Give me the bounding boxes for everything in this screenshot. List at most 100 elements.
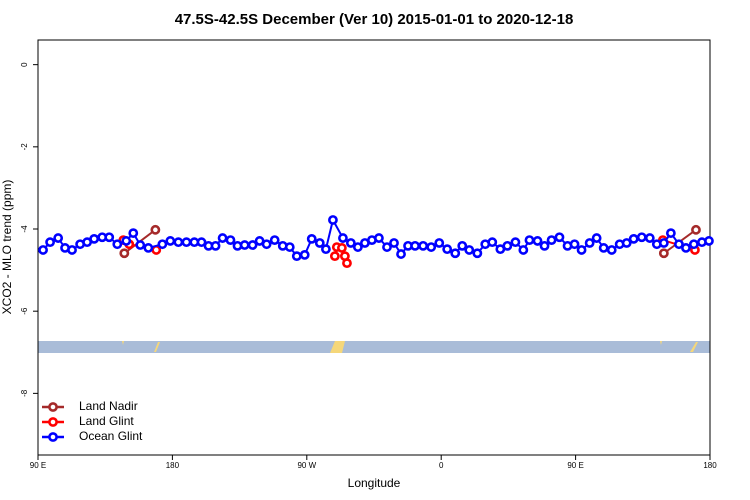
data-point	[442, 244, 453, 255]
data-point	[247, 240, 258, 250]
data-point	[382, 242, 392, 252]
data-point	[225, 235, 236, 246]
data-point	[165, 236, 176, 246]
data-point	[135, 240, 146, 250]
data-point	[688, 239, 699, 250]
x-tick-label: 90 W	[297, 461, 316, 470]
data-point	[336, 243, 347, 253]
data-point	[328, 215, 338, 225]
data-point	[510, 237, 521, 248]
x-tick-label: 90 E	[567, 461, 583, 470]
data-point	[38, 245, 48, 255]
data-point	[658, 248, 669, 259]
data-point	[665, 228, 676, 239]
x-tick-label: 180	[166, 461, 180, 470]
data-point	[306, 233, 317, 244]
data-point	[342, 258, 352, 269]
data-point	[434, 238, 445, 248]
legend-label: Ocean Glint	[79, 429, 143, 443]
data-point	[121, 236, 132, 246]
legend-marker	[48, 417, 58, 427]
data-point	[418, 240, 429, 251]
data-point	[67, 245, 77, 255]
plot-frame	[37, 39, 711, 456]
x-axis-label: Longitude	[348, 476, 401, 490]
data-point	[576, 245, 587, 255]
data-point	[128, 228, 139, 239]
land-mask-strip	[38, 341, 710, 353]
data-point	[569, 239, 580, 250]
data-point	[352, 242, 363, 252]
data-point	[539, 240, 550, 251]
data-point	[374, 233, 384, 243]
legend-label: Land Nadir	[79, 399, 138, 413]
data-point	[345, 238, 356, 248]
data-point	[173, 237, 184, 248]
data-point	[658, 238, 669, 248]
data-point	[89, 233, 100, 244]
data-point	[472, 248, 483, 259]
data-point	[644, 233, 655, 243]
data-point	[464, 245, 475, 255]
y-tick-label: -2	[20, 143, 29, 151]
data-point	[450, 248, 461, 259]
data-point	[621, 238, 632, 248]
data-point	[269, 235, 280, 246]
data-point	[518, 245, 529, 255]
data-point	[691, 224, 701, 235]
data-point	[261, 239, 272, 250]
data-point	[239, 240, 250, 250]
legend-marker	[48, 432, 58, 442]
data-point	[704, 236, 714, 246]
data-point	[210, 240, 221, 251]
data-point	[329, 251, 340, 262]
data-point	[628, 233, 639, 244]
data-point	[338, 233, 348, 243]
data-point	[591, 233, 602, 243]
data-point	[119, 248, 130, 259]
data-point	[181, 237, 192, 248]
data-point	[143, 243, 154, 253]
x-tick-label: 180	[703, 461, 717, 470]
data-point	[291, 251, 302, 262]
data-point	[53, 233, 64, 243]
chart-title: 47.5S-42.5S December (Ver 10) 2015-01-01…	[175, 11, 574, 28]
data-point	[157, 239, 168, 250]
data-point	[598, 243, 609, 253]
data-point	[502, 240, 513, 251]
data-point	[314, 238, 325, 248]
data-point	[410, 240, 420, 251]
legend-label: Land Glint	[79, 414, 134, 428]
data-point	[636, 232, 647, 243]
data-point	[584, 238, 595, 248]
data-point	[524, 235, 535, 246]
data-point	[546, 235, 557, 246]
data-point	[396, 249, 406, 259]
data-point	[532, 236, 543, 246]
data-point	[150, 224, 161, 235]
data-point	[389, 238, 399, 248]
y-axis-label: XCO2 - MLO trend (ppm)	[0, 180, 14, 315]
x-tick-label: 90 E	[30, 461, 46, 470]
data-point	[321, 244, 331, 255]
data-point	[299, 249, 310, 260]
data-point	[196, 237, 207, 248]
data-point	[112, 239, 123, 250]
data-point	[606, 245, 617, 255]
data-point	[457, 240, 468, 251]
data-point	[426, 242, 437, 252]
data-point	[217, 233, 228, 243]
y-tick-label: -4	[20, 225, 29, 233]
y-tick-label: -6	[20, 307, 29, 315]
data-point	[284, 242, 295, 252]
data-point	[104, 232, 115, 243]
data-point	[45, 237, 55, 248]
data-point	[487, 237, 498, 248]
y-tick-label: 0	[20, 62, 29, 67]
data-point	[674, 239, 684, 250]
data-point	[681, 243, 691, 253]
x-tick-label: 0	[439, 461, 444, 470]
y-tick-label: -8	[20, 389, 29, 397]
legend-marker	[48, 402, 58, 412]
